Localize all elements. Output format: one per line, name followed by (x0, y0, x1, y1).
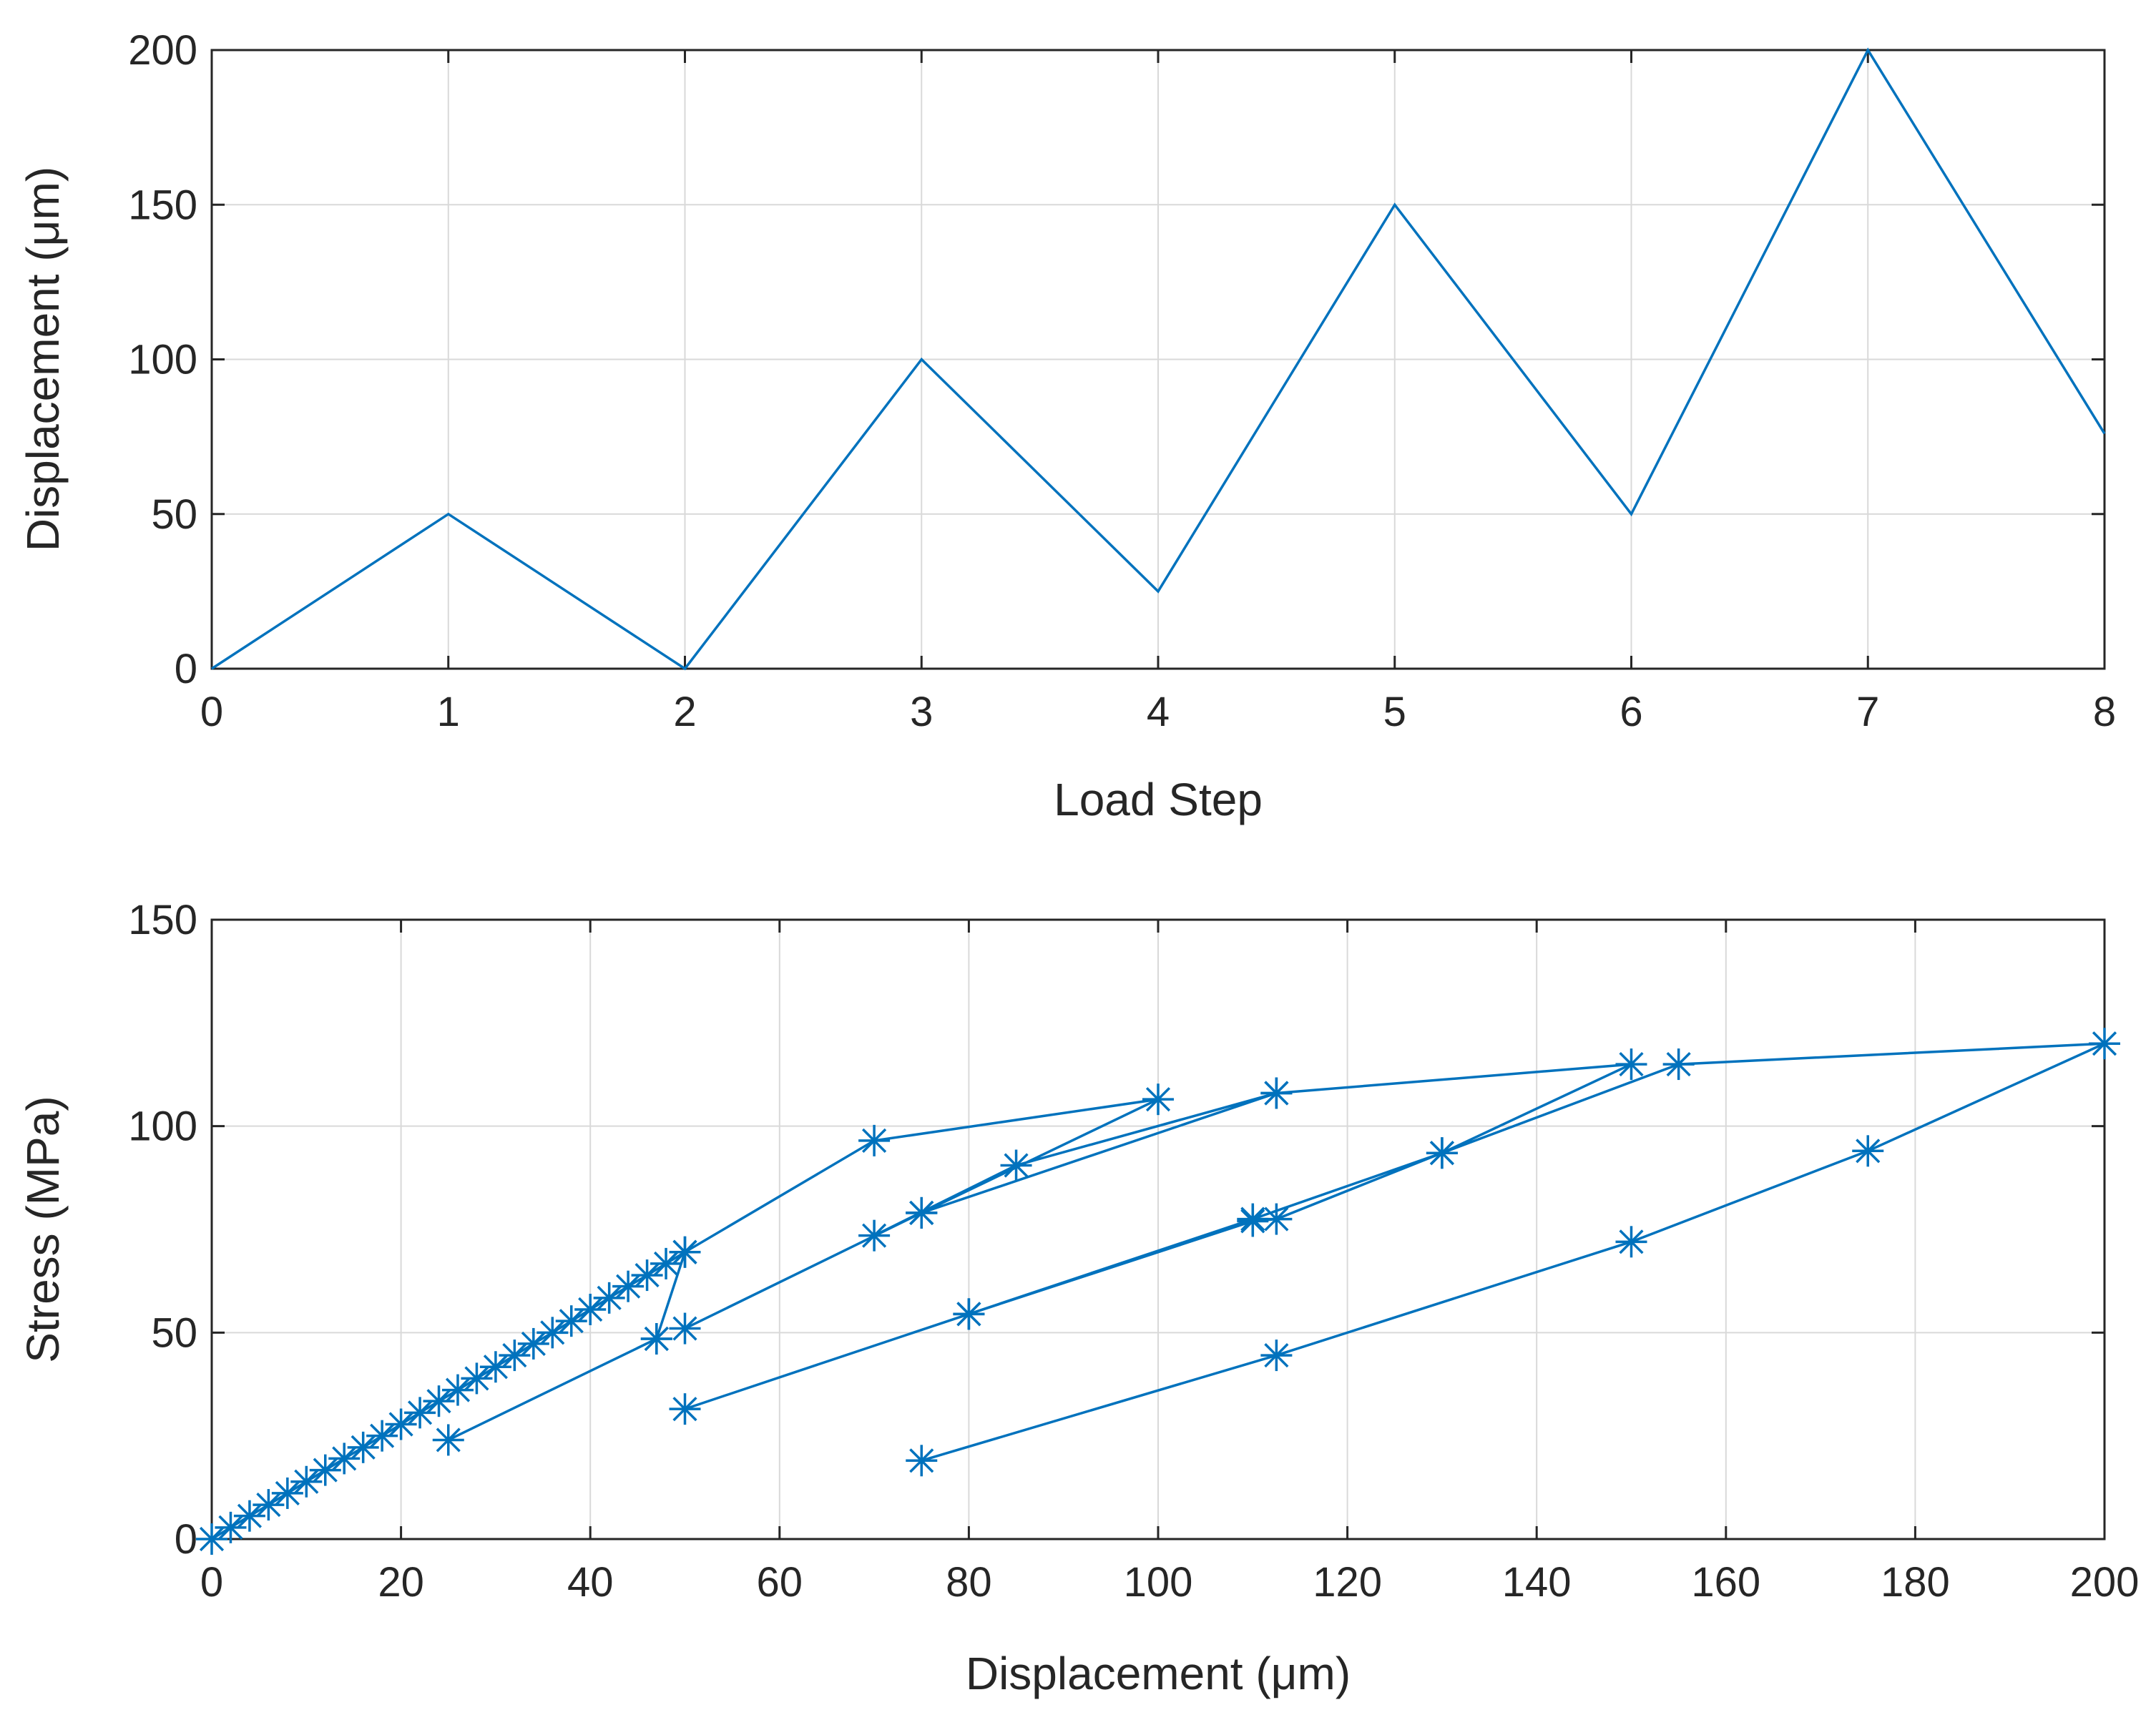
data-point-marker (441, 1374, 474, 1406)
top-displacement-vs-load-step-plot: 0 1 2 3 4 5 6 7 8 0 50 100 150 200 Load Step Displace… (17, 27, 2116, 825)
data-point-marker (574, 1294, 607, 1326)
data-point-marker (669, 1312, 701, 1345)
data-point-marker (404, 1397, 436, 1429)
bottom-x-tick-label: 80 (946, 1559, 992, 1606)
data-point-marker (1615, 1226, 1647, 1258)
data-point-marker (640, 1322, 672, 1355)
data-point-marker (650, 1247, 682, 1279)
data-point-marker (1142, 1083, 1174, 1116)
data-point-marker (1662, 1048, 1695, 1081)
top-x-tick-label: 7 (1856, 689, 1879, 735)
data-point-marker (271, 1477, 303, 1509)
data-point-marker (309, 1454, 341, 1486)
data-point-marker (2089, 1028, 2120, 1060)
top-x-axis-label: Load Step (1054, 774, 1263, 825)
data-point-marker (432, 1424, 464, 1456)
top-y-tick-label: 200 (128, 27, 197, 74)
data-point-marker (1000, 1149, 1032, 1181)
top-y-tick-label: 100 (128, 337, 197, 383)
bottom-y-axis-label: Stress (MPa) (17, 1096, 69, 1362)
top-series-line (211, 47, 2106, 671)
data-point-marker (517, 1327, 549, 1360)
data-point-marker (858, 1219, 891, 1252)
top-x-tick-label: 5 (1383, 689, 1406, 735)
data-point-marker (669, 1393, 701, 1425)
data-point-marker (536, 1317, 569, 1349)
top-x-tick-label: 1 (437, 689, 460, 735)
data-point-marker (347, 1431, 379, 1463)
data-point-marker (233, 1500, 265, 1532)
data-point-marker (366, 1420, 398, 1452)
bottom-x-axis-label: Displacement (μm) (966, 1648, 1351, 1699)
data-point-marker (461, 1362, 493, 1395)
data-point-marker (593, 1282, 625, 1314)
bottom-y-tick-label: 100 (128, 1104, 197, 1150)
top-x-tick-label: 6 (1620, 689, 1642, 735)
data-point-marker (906, 1196, 938, 1229)
data-point-marker (953, 1298, 985, 1330)
data-point-marker (196, 1523, 227, 1555)
bottom-stress-vs-displacement-plot: 0 20 40 60 80 100 120 140 160 180 200 0 50 100 150 Dis… (17, 897, 2139, 1699)
data-point-marker (385, 1408, 417, 1440)
data-point-marker (858, 1124, 891, 1156)
data-point-marker (631, 1259, 663, 1292)
data-point-marker (479, 1351, 511, 1383)
bottom-x-tick-label: 140 (1502, 1559, 1572, 1606)
bottom-x-tick-label: 100 (1124, 1559, 1193, 1606)
top-x-tick-label: 8 (2093, 689, 2116, 735)
data-point-marker (906, 1445, 938, 1477)
bottom-x-tick-label: 160 (1691, 1559, 1760, 1606)
bottom-x-tick-label: 180 (1881, 1559, 1950, 1606)
data-point-marker (612, 1270, 645, 1302)
data-point-marker (1615, 1048, 1647, 1081)
bottom-y-tick-label: 50 (151, 1309, 197, 1356)
data-point-marker (215, 1511, 247, 1543)
bottom-x-tick-label: 40 (567, 1559, 614, 1606)
top-y-tick-label: 50 (151, 491, 197, 538)
bottom-y-tick-label: 150 (128, 897, 197, 943)
top-x-tick-label: 4 (1147, 689, 1170, 735)
top-x-tick-label: 3 (910, 689, 933, 735)
bottom-x-tick-label: 60 (757, 1559, 803, 1606)
bottom-y-tick-label: 0 (175, 1516, 197, 1563)
data-point-marker (1260, 1077, 1293, 1109)
bottom-x-tick-label: 20 (378, 1559, 424, 1606)
top-y-tick-label: 150 (128, 182, 197, 228)
top-x-tick-label: 2 (673, 689, 696, 735)
data-point-marker (1260, 1340, 1293, 1372)
data-point-marker (328, 1443, 361, 1475)
top-y-tick-label: 0 (175, 646, 197, 692)
top-x-tick-label: 0 (200, 689, 223, 735)
bottom-x-tick-label: 200 (2070, 1559, 2140, 1606)
data-point-marker (555, 1305, 587, 1337)
data-point-marker (1852, 1135, 1884, 1167)
data-point-marker (669, 1236, 701, 1268)
data-point-marker (499, 1340, 531, 1372)
bottom-x-tick-label: 0 (200, 1559, 223, 1606)
data-point-marker (1237, 1203, 1269, 1235)
data-point-marker (253, 1489, 285, 1521)
top-y-axis-label: Displacement (μm) (17, 167, 69, 551)
data-point-marker (290, 1465, 323, 1498)
data-point-marker (423, 1385, 455, 1417)
data-point-marker (1426, 1137, 1458, 1169)
bottom-x-tick-label: 120 (1313, 1559, 1382, 1606)
